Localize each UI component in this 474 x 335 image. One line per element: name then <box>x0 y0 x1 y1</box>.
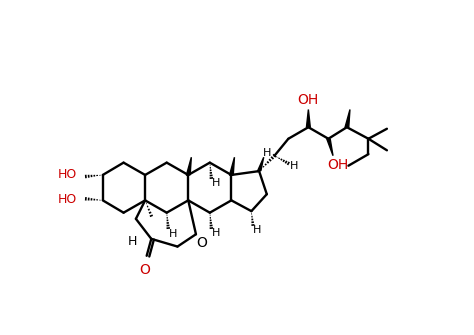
Text: H: H <box>128 236 137 249</box>
Polygon shape <box>345 110 350 128</box>
Polygon shape <box>257 157 264 172</box>
Text: O: O <box>197 237 208 251</box>
Text: HO: HO <box>58 168 77 181</box>
Polygon shape <box>327 138 333 156</box>
Text: O: O <box>140 263 151 277</box>
Text: H: H <box>291 161 299 172</box>
Text: OH: OH <box>298 93 319 107</box>
Text: H: H <box>212 178 220 188</box>
Text: H: H <box>254 225 262 234</box>
Text: HO: HO <box>58 193 77 206</box>
Polygon shape <box>186 157 191 175</box>
Polygon shape <box>307 110 310 127</box>
Text: H: H <box>263 148 271 158</box>
Polygon shape <box>229 157 235 175</box>
Text: H: H <box>212 228 220 239</box>
Text: OH: OH <box>327 158 348 172</box>
Text: H: H <box>169 229 177 239</box>
